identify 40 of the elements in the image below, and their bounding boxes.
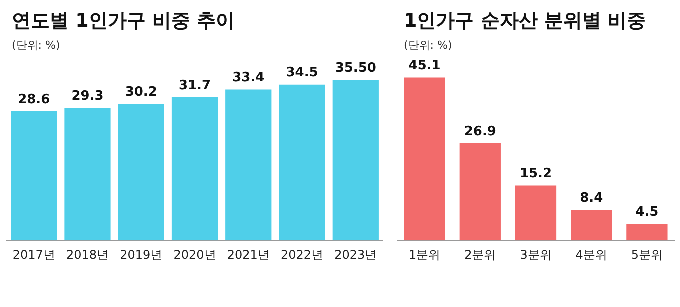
x-tick-label: 5분위 xyxy=(631,248,664,262)
x-tick-label: 1분위 xyxy=(408,248,441,262)
bar xyxy=(279,84,326,241)
chart-subtitle: (단위: %) xyxy=(404,38,452,53)
data-label: 15.2 xyxy=(520,166,552,182)
x-tick-label: 2019년 xyxy=(120,248,163,262)
data-label: 35.50 xyxy=(335,61,376,76)
bar xyxy=(226,90,272,241)
data-label: 33.4 xyxy=(232,70,265,86)
x-tick-label: 2023년 xyxy=(334,248,378,262)
data-label: 4.5 xyxy=(636,205,659,220)
chart-subtitle: (단위: %) xyxy=(12,38,60,53)
x-tick-label: 4분위 xyxy=(576,248,608,262)
data-label: 26.9 xyxy=(464,124,496,140)
data-label: 34.5 xyxy=(286,66,318,81)
data-label: 28.6 xyxy=(18,92,50,108)
bar xyxy=(118,104,164,241)
bar xyxy=(172,97,218,241)
chart-title: 연도별 1인가구 비중 추이 xyxy=(12,9,236,34)
bar xyxy=(571,210,612,241)
bar xyxy=(404,78,446,241)
x-tick-label: 2분위 xyxy=(464,248,496,262)
bar xyxy=(11,111,58,241)
data-label: 31.7 xyxy=(178,78,212,94)
data-label: 45.1 xyxy=(408,58,441,74)
data-label: 30.2 xyxy=(125,85,158,100)
x-tick-label: 2018년 xyxy=(66,248,110,262)
chart-title: 1인가구 순자산 분위별 비중 xyxy=(404,9,646,34)
x-tick-label: 2020년 xyxy=(174,248,216,262)
bar xyxy=(515,186,557,241)
bar xyxy=(626,224,668,241)
x-tick-label: 2022년 xyxy=(280,248,324,262)
x-tick-label: 3분위 xyxy=(520,248,552,262)
x-tick-label: 2021년 xyxy=(227,248,270,262)
bar xyxy=(332,80,379,241)
data-label: 8.4 xyxy=(580,191,604,206)
bar xyxy=(64,108,111,241)
data-label: 29.3 xyxy=(72,89,104,104)
bar xyxy=(460,143,501,241)
x-tick-label: 2017년 xyxy=(12,248,56,262)
